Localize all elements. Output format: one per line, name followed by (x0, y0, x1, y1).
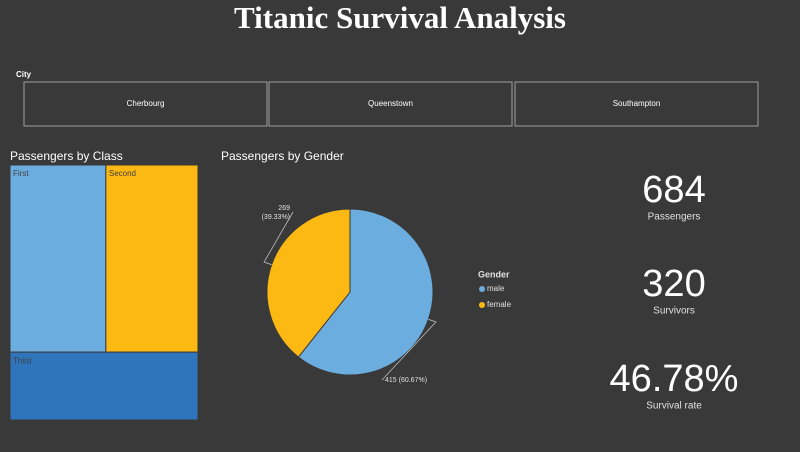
treemap-tile[interactable] (9, 164, 107, 353)
kpi-label: Passengers (648, 212, 701, 223)
pie-data-label: 269 (39.33%) (262, 205, 291, 221)
kpi-label: Survival rate (646, 401, 702, 412)
treemap-title: Passengers by Class (10, 149, 123, 163)
kpi-value: 684 (642, 169, 705, 211)
slicer-button[interactable] (514, 81, 759, 127)
page-title: Titanic Survival Analysis (234, 0, 566, 35)
pie-data-label: 415 (60.67%) (385, 377, 427, 384)
legend-title: Gender (478, 269, 510, 279)
kpi-label: Survivors (653, 306, 695, 317)
kpi-value: 46.78% (610, 358, 739, 400)
slicer-button[interactable] (23, 81, 268, 127)
slicer-option[interactable]: Queenstown (368, 99, 413, 108)
slicer-button[interactable] (268, 81, 513, 127)
legend-marker[interactable] (479, 286, 485, 292)
legend-label[interactable]: male (487, 284, 505, 293)
legend-label[interactable]: female (487, 300, 512, 309)
label-line: 269 (278, 205, 290, 212)
legend-marker[interactable] (479, 302, 485, 308)
slicer-option[interactable]: Southampton (613, 99, 661, 108)
pie-slice[interactable] (297, 208, 434, 376)
slicer-label: City (16, 70, 32, 79)
slicer-option[interactable]: Cherbourg (127, 99, 165, 108)
label-line: (39.33%) (262, 214, 290, 221)
treemap-tile[interactable] (105, 164, 199, 353)
leader-line (263, 211, 294, 266)
leader-line (381, 318, 437, 381)
treemap-label: First (13, 169, 29, 178)
treemap-tile[interactable] (9, 351, 199, 421)
kpi-value: 320 (642, 263, 705, 305)
treemap-label: Third (13, 356, 31, 365)
treemap-label: Second (109, 169, 136, 178)
pie-title: Passengers by Gender (221, 149, 344, 163)
